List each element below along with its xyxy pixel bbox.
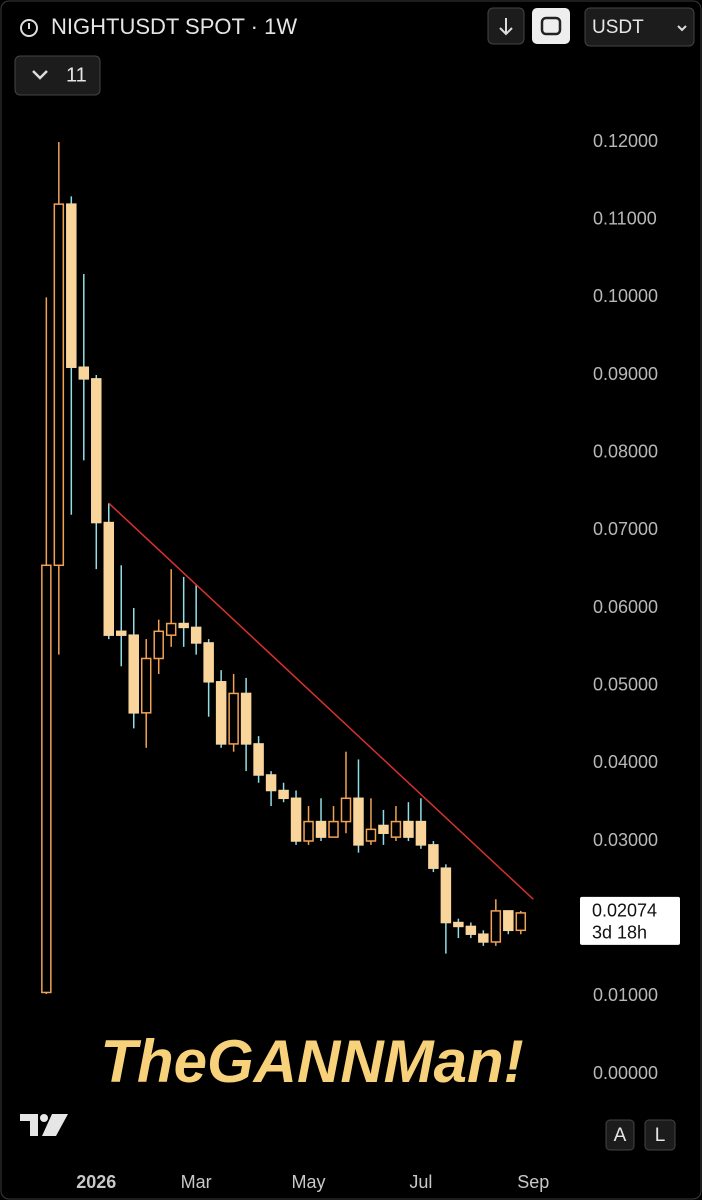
y-tick-label: 0.10000 <box>593 286 658 306</box>
y-tick-label: 0.05000 <box>593 674 658 694</box>
candle-body <box>228 692 239 745</box>
candle-body <box>215 681 227 745</box>
candle-body <box>465 925 477 935</box>
log-scale-button[interactable] <box>644 1119 676 1151</box>
candle-body <box>203 642 214 683</box>
candle-body <box>403 820 414 838</box>
y-tick-label: 0.00000 <box>593 1063 658 1083</box>
candle-body <box>340 797 352 823</box>
candle-body <box>328 820 339 838</box>
candle-body <box>178 622 189 629</box>
clock-icon <box>20 19 38 37</box>
plot: 0.000000.010000.020000.030000.040000.050… <box>41 131 680 1192</box>
indicator-count: 11 <box>66 64 87 86</box>
candle-body <box>41 564 52 994</box>
candle-body <box>116 630 127 636</box>
y-tick-label: 0.03000 <box>593 830 658 850</box>
y-tick-label: 0.07000 <box>593 519 658 539</box>
x-tick-label: 2026 <box>76 1172 116 1192</box>
candle-body <box>440 867 452 924</box>
down-arrow-icon <box>499 18 513 36</box>
candle-body <box>365 828 377 842</box>
fullscreen-button[interactable] <box>532 8 570 44</box>
log-label: L <box>655 1125 666 1146</box>
candle-body <box>353 797 364 846</box>
watermark: TheGANNMan! <box>100 1028 523 1095</box>
candle-body <box>153 630 164 660</box>
candle-body <box>415 820 427 846</box>
candle-body <box>428 844 439 869</box>
candle-body <box>378 824 389 834</box>
candle-body <box>515 912 527 932</box>
candle-body <box>315 820 327 838</box>
candle-body <box>103 521 115 636</box>
trendline <box>108 502 534 900</box>
fullscreen-icon <box>540 16 562 36</box>
candle-body <box>53 203 65 567</box>
candle-body <box>265 774 277 792</box>
x-tick-label: Sep <box>517 1172 549 1192</box>
auto-scale-button[interactable] <box>605 1119 635 1151</box>
y-tick-label: 0.12000 <box>593 131 658 151</box>
tv-logo <box>20 1114 68 1136</box>
candle-body <box>253 743 264 776</box>
candle-body <box>503 910 514 932</box>
currency-label: USDT <box>592 17 644 38</box>
last-price-label: 0.02074 <box>592 901 657 921</box>
y-tick-label: 0.01000 <box>593 985 658 1005</box>
x-tick-label: Mar <box>181 1172 212 1192</box>
chevron <box>677 25 687 32</box>
y-tick-label: 0.06000 <box>593 597 658 617</box>
candle-body <box>240 692 252 745</box>
indicator-toggle[interactable] <box>14 55 101 96</box>
y-tick-label: 0.09000 <box>593 364 658 384</box>
candle-body <box>91 378 102 524</box>
candle-body <box>453 921 464 928</box>
candle-body <box>165 622 177 636</box>
candle-body <box>140 657 152 714</box>
candle-body <box>66 203 77 368</box>
x-tick-label: Jul <box>409 1172 432 1192</box>
last-price-box <box>580 896 680 945</box>
chevron-down <box>32 70 48 80</box>
candle-body <box>390 820 402 838</box>
y-tick-label: 0.11000 <box>593 208 657 228</box>
tv-logo-dot <box>40 1114 48 1122</box>
y-tick-label: 0.04000 <box>593 752 658 772</box>
currency-select[interactable] <box>584 7 695 47</box>
candle-body <box>303 820 314 842</box>
candle-body <box>478 933 489 943</box>
countdown-label: 3d 18h <box>592 923 647 943</box>
symbol-title: NIGHTUSDT SPOT · 1W <box>51 14 297 39</box>
x-tick-label: May <box>292 1172 326 1192</box>
candle-body <box>128 634 139 714</box>
candle-body <box>78 366 90 380</box>
y-tick-label: 0.08000 <box>593 441 658 461</box>
candle-body <box>490 910 502 943</box>
auto-label: A <box>614 1125 627 1146</box>
candle-body <box>278 789 289 800</box>
candle-body <box>290 797 302 842</box>
candle-body <box>190 626 202 644</box>
